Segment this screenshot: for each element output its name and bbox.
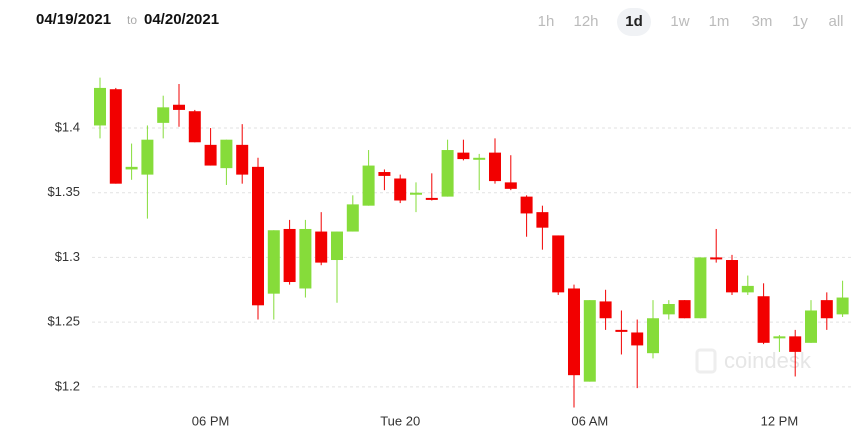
candle-body [615,329,628,332]
candle-body [283,228,296,283]
candle-body [473,157,486,160]
candle-body [425,197,438,200]
candle-body [141,139,154,175]
candle-body [789,336,802,352]
y-tick-label: $1.2 [55,378,80,393]
candle-body [489,152,501,182]
candle-body [410,192,422,195]
watermark-logo [695,348,717,374]
candle-body [662,304,675,315]
candle-body [805,310,817,343]
candle-body [552,235,565,293]
candle-body [252,166,264,306]
candle-body [236,144,249,175]
candle-body [125,166,138,170]
y-tick-label: $1.3 [55,249,80,264]
candle-body [583,300,596,382]
candle-body [157,107,170,123]
y-tick-label: $1.25 [47,314,80,329]
candle-body [267,230,280,294]
candle-body [204,144,217,166]
candle-body [599,301,612,319]
candle-body [536,212,549,228]
candle-body [678,300,691,319]
date-to: 04/20/2021 [144,11,219,28]
candle-body [504,182,517,189]
candle-body [362,165,375,206]
range-button[interactable]: 1h [538,13,555,30]
range-button[interactable]: 3m [752,13,773,30]
range-button[interactable]: 1d [625,13,643,30]
watermark: coindesk [724,348,812,373]
date-sep: to [127,13,137,27]
x-tick-label: 06 AM [571,413,608,428]
date-from: 04/19/2021 [36,11,111,28]
candle-body [820,300,833,319]
candle-body [568,288,580,376]
candle-body [694,257,707,319]
range-button[interactable]: 1m [709,13,730,30]
candle-body [741,285,754,293]
candle-body [109,89,122,184]
range-selected-bg [617,8,651,36]
candle-body [346,204,359,232]
candle-body [94,87,106,126]
candle-body [836,297,849,315]
x-tick-label: 12 PM [761,413,799,428]
y-tick-label: $1.4 [55,119,80,134]
x-tick-label: 06 PM [192,413,230,428]
y-tick-label: $1.35 [47,184,80,199]
candle-body [726,260,738,293]
candle-body [631,332,644,346]
range-button[interactable]: 1y [792,13,808,30]
range-button[interactable]: 1w [670,13,689,30]
range-button[interactable]: 12h [573,13,598,30]
candle-body [457,152,470,160]
candle-body [647,318,659,354]
candle-body [315,231,328,263]
candle-body [173,104,185,110]
candle-body [299,228,312,289]
candle-body [520,196,533,214]
candle-body [757,296,770,343]
candle-body [773,336,786,339]
candle-body [188,111,201,143]
range-button[interactable]: all [828,13,843,30]
candle-body [220,139,233,169]
candle-body [378,172,391,176]
candle-body [441,150,454,197]
candle-body [331,231,343,261]
candle-body [710,257,723,260]
x-tick-label: Tue 20 [380,413,420,428]
candle-body [394,178,407,201]
